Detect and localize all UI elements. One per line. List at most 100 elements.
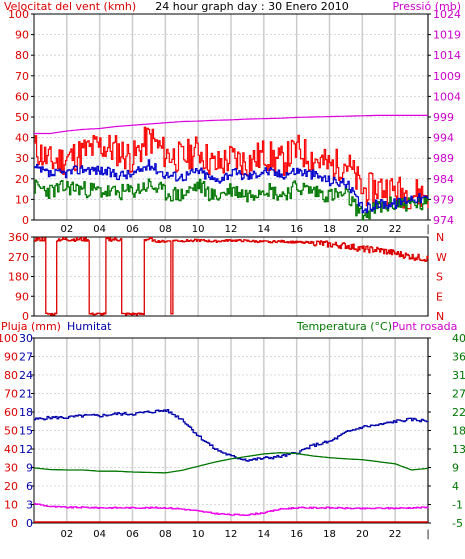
panel-1-right-tick-label: 974	[433, 214, 454, 227]
panel-1-right-tick-label: 1009	[433, 70, 461, 83]
panel-3-x-tick-label: 12	[225, 529, 238, 540]
panel-3-left-tick-label: 80	[4, 369, 18, 382]
panel-1-right-tick-label: 984	[433, 173, 454, 186]
panel-3-right-tick-label: -5	[452, 517, 463, 530]
panel-3-right-tick-label: 36	[452, 351, 465, 364]
panel-3-right-tick-label: 13	[452, 443, 465, 456]
panel-3-right-tick-label: 9	[452, 462, 459, 475]
panel-3-x-tick-label: 08	[159, 529, 172, 540]
panel-3-left-tick-label: 20	[4, 480, 18, 493]
panel-1-right-tick-label: 1004	[433, 90, 461, 103]
panel-2-left-tick-label: 270	[8, 251, 29, 264]
panel-3-x-tick-label: 06	[126, 529, 139, 540]
panel-3-left-tick-label: 60	[4, 406, 18, 419]
panel-1-right-tick-label: 1019	[433, 29, 461, 42]
panel-3-x-tick-label: |	[426, 529, 429, 540]
panel-1-left-tick-label: 90	[15, 29, 29, 42]
panel-1-left-tick-label: 70	[15, 70, 29, 83]
panel-1-left-tick-label: 100	[8, 8, 29, 21]
temperature-axis-label: Temperatura (°C)	[296, 320, 392, 333]
panel-2-left-tick-label: 180	[8, 271, 29, 284]
humidity-line	[34, 408, 429, 462]
panel-3-left-tick-label: 10	[4, 499, 18, 512]
rain-axis-label: Pluja (mm)	[1, 320, 61, 333]
temperature-line	[33, 452, 429, 474]
panel-3-left-tick-label-2: 18	[19, 406, 33, 419]
panel-3-left-tick-label: 40	[4, 443, 18, 456]
panel-2-right-tick-label: W	[436, 251, 447, 264]
panel-2-left-tick-label: 360	[8, 231, 29, 244]
panel-3-left-tick-label: 50	[4, 425, 18, 438]
panel-1-left-tick-label: 80	[15, 49, 29, 62]
panel-1-right-tick-label: 999	[433, 111, 454, 124]
dew-point-line	[34, 502, 429, 516]
panel-1-right-tick-label: 989	[433, 152, 454, 165]
wind-speed-axis-label: Velocitat del vent (kmh)	[4, 0, 136, 13]
wind-avg-line	[34, 159, 429, 214]
panel-1-left-tick-label: 20	[15, 173, 29, 186]
panel-3-x-tick-label: 02	[60, 529, 73, 540]
panel-1-x-tick-label: 20	[356, 224, 369, 235]
panel-2-left-tick-label: 0	[22, 310, 29, 323]
panel-3-left-tick-label: 30	[4, 462, 18, 475]
panel-2-right-tick-label: N	[436, 231, 444, 244]
panel-1-x-tick-label: 12	[225, 224, 238, 235]
panel-3-left-tick-label-2: 24	[19, 369, 33, 382]
panel-3-x-tick-label: 14	[257, 529, 270, 540]
panel-3-x-tick-label: 10	[192, 529, 205, 540]
panel-1-right-tick-label: 1024	[433, 8, 461, 21]
panel-3-left-tick-label: 70	[4, 388, 18, 401]
panel-3-x-tick-label: 04	[93, 529, 106, 540]
panel-3-right-tick-label: 18	[452, 425, 465, 438]
panel-1-left-tick-label: 0	[22, 214, 29, 227]
panel-2-right-tick-label: S	[436, 271, 443, 284]
panel-2-right-tick-label: E	[436, 290, 443, 303]
panel-3-left-tick-label-2: 15	[19, 425, 33, 438]
panel-3-left-tick-label-2: 30	[19, 332, 33, 345]
panel-3-left-tick-label-2: 3	[26, 499, 33, 512]
panel-1-x-tick-label: 16	[290, 224, 303, 235]
panel-1-x-tick-label: |	[426, 224, 429, 235]
panel-1-x-tick-label: 02	[60, 224, 73, 235]
panel-3-right-tick-label: 27	[452, 388, 465, 401]
panel-3-right-tick-label: 31	[452, 369, 465, 382]
panel-1-x-tick-label: 04	[93, 224, 106, 235]
panel-1-left-tick-label: 60	[15, 90, 29, 103]
panel-1-left-tick-label: 10	[15, 193, 29, 206]
panel-2-right-tick-label: N	[436, 310, 444, 323]
panel-3-left-tick-label-2: 9	[26, 462, 33, 475]
panel-3-right-tick-label: 40	[452, 332, 465, 345]
panel-1-right-tick-label: 979	[433, 193, 454, 206]
panel-3-x-tick-label: 22	[389, 529, 402, 540]
panel-3-left-tick-label-2: 27	[19, 351, 33, 364]
panel-3-left-tick-label-2: 12	[19, 443, 33, 456]
panel-3-left-tick-label: 90	[4, 351, 18, 364]
humidity-axis-label: Humitat	[67, 320, 112, 333]
panel-3-left-tick-label-2: 6	[26, 480, 33, 493]
panel-1-right-tick-label: 994	[433, 132, 454, 145]
panel-3-right-tick-label: 22	[452, 406, 465, 419]
wind-direction-line	[34, 236, 429, 316]
panel-1-x-tick-label: 14	[257, 224, 270, 235]
panel-1-left-tick-label: 50	[15, 111, 29, 124]
panel-3-right-tick-label: -1	[452, 499, 463, 512]
panel-3-x-tick-label: 16	[290, 529, 303, 540]
panel-1-left-tick-label: 40	[15, 132, 29, 145]
panel-3-x-tick-label: 20	[356, 529, 369, 540]
pressure-line	[34, 114, 428, 135]
wind-min-line	[34, 178, 429, 221]
panel-3-right-tick-label: 4	[452, 480, 459, 493]
panel-3-left-tick-label-2: 0	[26, 517, 33, 530]
chart-title: 24 hour graph day : 30 Enero 2010	[155, 0, 349, 13]
panel-1-x-tick-label: 18	[323, 224, 336, 235]
panel-1-x-tick-label: 08	[159, 224, 172, 235]
pressure-axis-label: Pressió (mb)	[392, 0, 461, 13]
panel-3-left-tick-label: 100	[0, 332, 18, 345]
panel-3-left-tick-label-2: 21	[19, 388, 33, 401]
panel-2-left-tick-label: 90	[15, 290, 29, 303]
panel-1-left-tick-label: 30	[15, 152, 29, 165]
chart-panels: 0102030405060708090100974979984989994999…	[0, 8, 465, 540]
panel-3-left-tick-label: 0	[11, 517, 18, 530]
